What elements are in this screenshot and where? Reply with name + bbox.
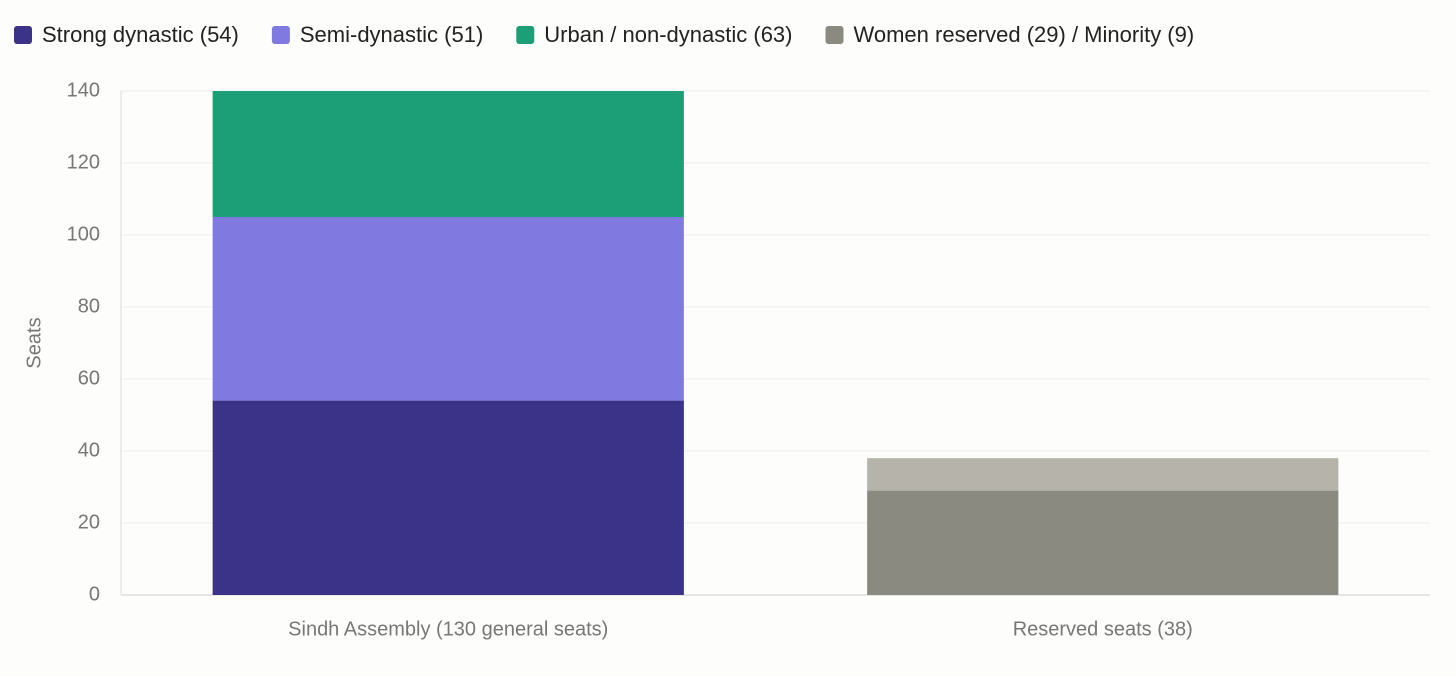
y-tick-label: 40 (78, 439, 100, 461)
y-tick-label: 60 (78, 367, 100, 389)
y-tick-label: 20 (78, 511, 100, 533)
y-tick-label: 80 (78, 295, 100, 317)
y-tick-label: 0 (89, 583, 100, 605)
bar-segment (867, 490, 1339, 595)
bars (212, 91, 1339, 595)
legend-swatch (14, 26, 32, 44)
legend-label: Women reserved (29) / Minority (9) (854, 22, 1195, 47)
legend-label: Semi-dynastic (51) (300, 22, 483, 47)
legend-swatch (271, 26, 290, 44)
y-tick-label: 120 (67, 151, 100, 173)
bar-segment (212, 217, 684, 401)
legend-swatch (825, 26, 844, 44)
y-tick-label: 100 (67, 223, 100, 245)
y-axis-label: Seats (23, 317, 45, 368)
legend-label: Strong dynastic (54) (42, 22, 239, 47)
x-tick-label: Reserved seats (38) (1013, 618, 1193, 640)
bar-segment (867, 458, 1339, 491)
legend-swatch (516, 26, 535, 44)
bar-segment (212, 91, 684, 218)
legend-label: Urban / non-dynastic (63) (544, 22, 792, 47)
y-tick-label: 140 (67, 79, 100, 101)
x-tick-label: Sindh Assembly (130 general seats) (288, 618, 608, 640)
bar-segment (212, 400, 684, 595)
